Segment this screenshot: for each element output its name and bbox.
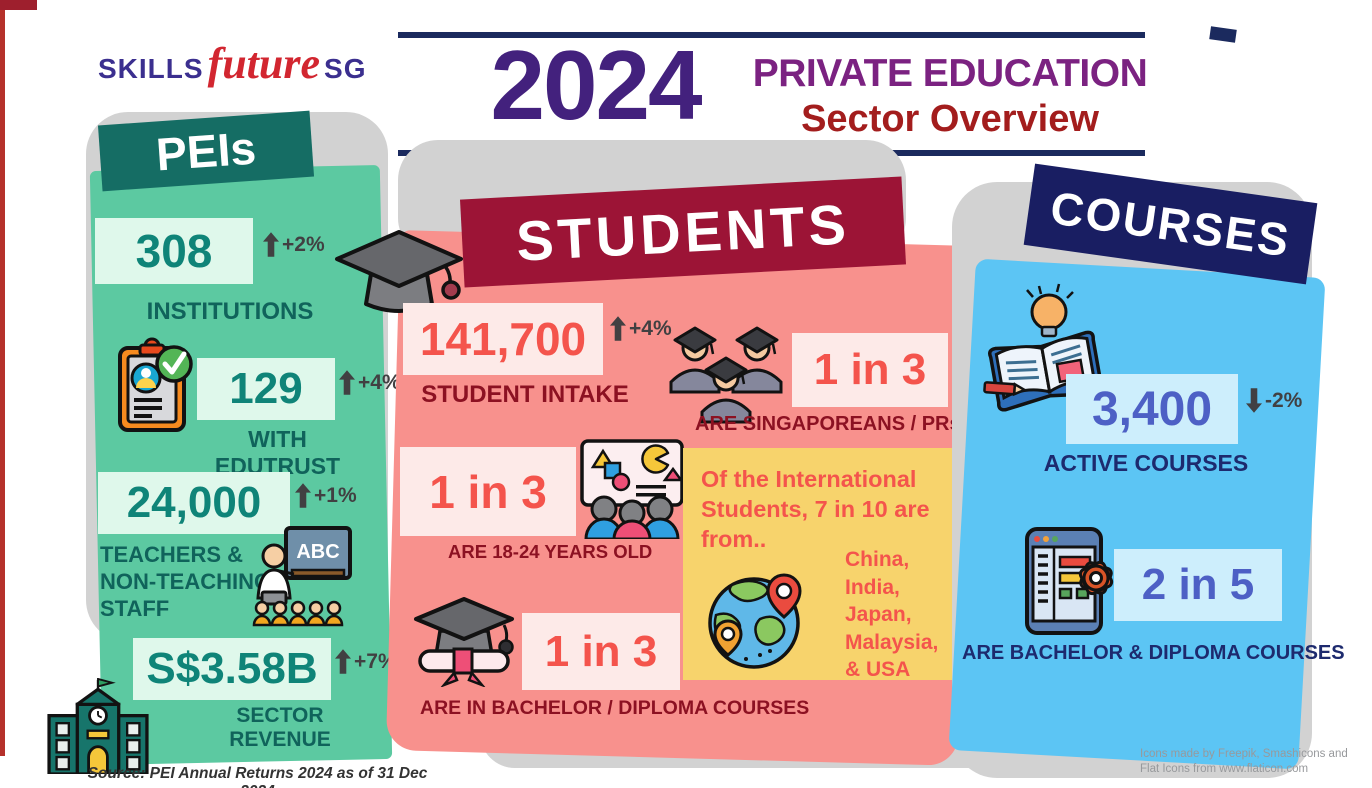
diploma-cap-icon bbox=[410, 595, 518, 692]
logo-sg-text: SG bbox=[324, 53, 367, 84]
stat-revenue-delta: +7% bbox=[335, 649, 397, 674]
icon-credits: Icons made by Freepik, Smashicons and Fl… bbox=[1140, 748, 1348, 775]
header-title-line1: PRIVATE EDUCATION bbox=[752, 52, 1148, 95]
country-item: India, bbox=[845, 575, 900, 599]
stat-institutions-delta: +2% bbox=[263, 232, 325, 257]
app-gear-icon bbox=[1024, 526, 1116, 643]
stat-active-courses-delta-text: -2% bbox=[1265, 388, 1303, 412]
stat-intake-label: STUDENT INTAKE bbox=[421, 381, 629, 408]
teacher-blackboard-icon: ABC bbox=[252, 522, 354, 633]
header-year: 2024 bbox=[490, 30, 702, 140]
international-students-heading: Of the International Students, 7 in 10 a… bbox=[701, 466, 930, 552]
arrow-down-icon bbox=[1246, 388, 1262, 413]
header-rule-top bbox=[398, 32, 1145, 38]
graduates-group-icon bbox=[662, 306, 790, 429]
stat-revenue-label: SECTOR REVENUE bbox=[229, 704, 331, 751]
stat-ratio-courses-value: 2 in 5 bbox=[1114, 549, 1282, 621]
country-item: Malaysia, bbox=[845, 630, 939, 654]
international-countries-list: China, India, Japan, Malaysia, & USA bbox=[845, 546, 938, 684]
students-banner-label: STUDENTS bbox=[514, 191, 852, 273]
country-item: Japan, bbox=[845, 603, 912, 626]
stat-teachers-value: 24,000 bbox=[98, 472, 290, 534]
clipboard-check-icon bbox=[116, 336, 194, 439]
header-rule-corner-mark bbox=[1209, 26, 1237, 43]
stat-age-value: 1 in 3 bbox=[400, 447, 576, 536]
book-lightbulb-icon bbox=[983, 282, 1111, 419]
stat-bachelor-value: 1 in 3 bbox=[522, 613, 680, 690]
arrow-up-icon bbox=[263, 232, 279, 257]
logo-future-text: future bbox=[207, 39, 321, 88]
stat-institutions-label: INSTITUTIONS bbox=[146, 298, 314, 325]
stat-singaporeans-value: 1 in 3 bbox=[792, 333, 948, 407]
stat-active-courses-delta: -2% bbox=[1246, 388, 1302, 413]
stat-institutions-value: 308 bbox=[95, 218, 253, 284]
svg-text:ABC: ABC bbox=[296, 541, 339, 563]
stat-revenue-delta-text: +7% bbox=[354, 649, 397, 673]
stat-ratio-courses-label: ARE BACHELOR & DIPLOMA COURSES bbox=[962, 642, 1345, 664]
school-building-icon bbox=[42, 677, 154, 779]
peis-banner-label: PEIs bbox=[154, 121, 258, 181]
arrow-up-icon bbox=[295, 483, 311, 508]
arrow-up-icon bbox=[335, 649, 351, 674]
country-item: China, bbox=[845, 548, 910, 571]
presentation-board-icon bbox=[576, 437, 688, 544]
source-note: Source: PEI Annual Returns 2024 as of 31… bbox=[87, 765, 428, 788]
stat-intake-delta-text: +4% bbox=[629, 316, 672, 340]
arrow-up-icon bbox=[610, 316, 626, 341]
country-item: & USA bbox=[845, 658, 911, 681]
stat-revenue-value: S$3.58B bbox=[133, 638, 331, 700]
stat-active-courses-value: 3,400 bbox=[1066, 374, 1238, 444]
left-edge-stripe bbox=[0, 0, 5, 756]
stat-institutions-delta-text: +2% bbox=[282, 232, 325, 256]
stat-teachers-delta-text: +1% bbox=[314, 483, 357, 507]
top-left-corner-mark bbox=[0, 0, 37, 10]
stat-intake-delta: +4% bbox=[610, 316, 672, 341]
stat-bachelor-label: ARE IN BACHELOR / DIPLOMA COURSES bbox=[420, 697, 810, 719]
stat-intake-value: 141,700 bbox=[403, 303, 603, 375]
logo-skills-text: SKILLS bbox=[98, 53, 204, 84]
stat-age-label: ARE 18-24 YEARS OLD bbox=[448, 541, 653, 562]
stat-edutrust-delta-text: +4% bbox=[358, 370, 401, 394]
stat-edutrust-value: 129 bbox=[197, 358, 335, 420]
header-title: PRIVATE EDUCATION Sector Overview bbox=[750, 52, 1150, 142]
header-title-line2: Sector Overview bbox=[801, 98, 1099, 140]
globe-pins-icon bbox=[702, 569, 810, 676]
graduation-cap-icon bbox=[333, 226, 465, 327]
stat-teachers-label: TEACHERS & NON-TEACHING STAFF bbox=[100, 542, 272, 621]
arrow-up-icon bbox=[339, 370, 355, 395]
stat-singaporeans-label: ARE SINGAPOREANS / PRs bbox=[695, 413, 961, 435]
skillsfuture-logo: SKILLS future SG bbox=[98, 42, 367, 86]
stat-teachers-delta: +1% bbox=[295, 483, 357, 508]
stat-edutrust-delta: +4% bbox=[339, 370, 401, 395]
stat-active-courses-label: ACTIVE COURSES bbox=[1043, 450, 1249, 476]
